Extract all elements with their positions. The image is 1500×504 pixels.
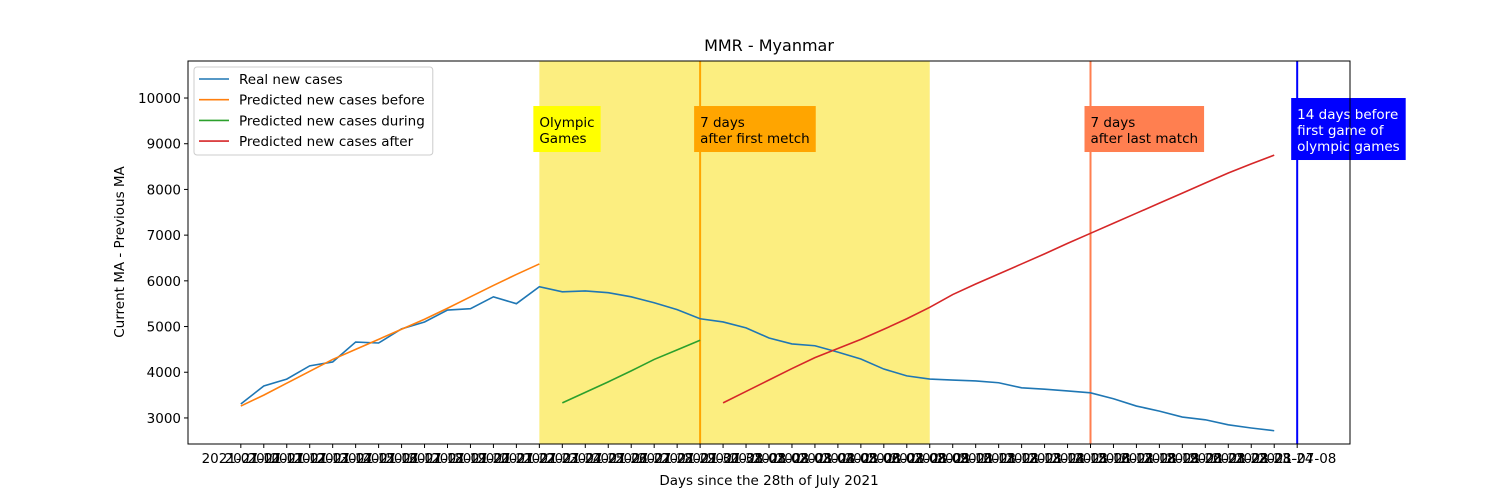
annotation-box [533, 106, 601, 153]
x-tick-label: 2021-07-08 [1258, 451, 1336, 467]
x-tick-label: 2021-08-14 [1005, 451, 1083, 467]
x-tick-label: 2021-07-29 [638, 451, 716, 467]
x-tick-label: 2021-08-07 [845, 451, 923, 467]
legend-label: Predicted new cases before [239, 93, 425, 109]
x-tick-label: 2021-07-11 [225, 451, 303, 467]
x-tick-label: 2021-07-26 [569, 451, 647, 467]
vline-annotation-text: 7 days [1091, 115, 1136, 131]
x-tick-label: 2021-07-31 [684, 451, 762, 467]
x-tick-label: 2021-07-30 [661, 451, 739, 467]
y-tick-label: 6000 [147, 274, 181, 290]
annotation-text: Games [539, 131, 586, 147]
series-line [722, 154, 1275, 404]
x-tick-label: 2021-08-23 [1212, 451, 1290, 467]
chart-title: MMR - Myanmar [704, 36, 834, 55]
x-tick-label: 2021-07-28 [615, 451, 693, 467]
x-tick-label: 2021-08-01 [707, 451, 785, 467]
legend-label: Real new cases [239, 72, 343, 88]
x-tick-label: 2021-07-16 [339, 451, 417, 467]
x-tick-label: 2021-08-20 [1143, 451, 1221, 467]
y-axis-label: Current MA - Previous MA [112, 165, 128, 337]
x-tick-label: 2021-08-05 [799, 451, 877, 467]
x-tick-label: 2021-07-14 [293, 451, 371, 467]
y-tick-label: 4000 [147, 365, 181, 381]
vline-annotation-box [694, 106, 816, 153]
x-tick-label: 2021-07-13 [270, 451, 348, 467]
x-tick-label: 2021-07-17 [362, 451, 440, 467]
x-tick-label: 2021-08-13 [982, 451, 1060, 467]
series-line [240, 263, 540, 407]
vline-annotation-text: 14 days before [1297, 107, 1398, 123]
x-tick-label: 2021-08-04 [776, 451, 854, 467]
x-tick-label: 2021-07-22 [477, 451, 555, 467]
y-tick-label: 9000 [147, 137, 181, 153]
x-tick-label: 2021-08-08 [868, 451, 946, 467]
x-tick-label: 2021-07-25 [546, 451, 624, 467]
x-tick-label: 2021-07-18 [385, 451, 463, 467]
x-tick-label: 2021-08-15 [1028, 451, 1106, 467]
x-tick-label: 2021-07-15 [316, 451, 394, 467]
y-tick-label: 5000 [147, 320, 181, 336]
y-tick-label: 3000 [147, 411, 181, 427]
x-tick-label: 2021-07-19 [408, 451, 486, 467]
vline-annotation-text: first game of [1297, 123, 1385, 139]
vline-annotation-text: after last match [1091, 131, 1199, 147]
x-tick-label: 2021-08-22 [1189, 451, 1267, 467]
y-tick-label: 10000 [138, 91, 181, 107]
x-tick-label: 2021-08-03 [753, 451, 831, 467]
x-tick-label: 2021-08-19 [1120, 451, 1198, 467]
plot-frame [187, 60, 1351, 445]
x-tick-label: 2021-08-02 [730, 451, 808, 467]
legend-label: Predicted new cases during [239, 113, 425, 129]
series-line [561, 339, 701, 404]
y-tick-label: 7000 [147, 228, 181, 244]
vline-annotation-text: olympic games [1297, 139, 1400, 155]
x-tick-label: 2021-08-06 [822, 451, 900, 467]
x-tick-label: 2021-08-11 [936, 451, 1014, 467]
vline-annotation-box [1291, 98, 1406, 161]
y-tick-label: 8000 [147, 182, 181, 198]
legend-box [193, 66, 434, 156]
x-tick-label: 2021-08-12 [959, 451, 1037, 467]
x-tick-label: 2021-08-17 [1074, 451, 1152, 467]
x-tick-label: 2021-08-21 [1166, 451, 1244, 467]
series-line [240, 285, 1275, 432]
x-tick-label: 2021-07-27 [592, 451, 670, 467]
vline-annotation-text: after first metch [700, 131, 810, 147]
x-axis-label: Days since the 28th of July 2021 [659, 473, 878, 489]
x-tick-label: 2021-08-10 [913, 451, 991, 467]
vline-annotation-text: 7 days [700, 115, 745, 131]
x-tick-label: 2021-08-18 [1097, 451, 1175, 467]
x-tick-label: 2021-07-23 [500, 451, 578, 467]
legend-label: Predicted new cases after [239, 134, 414, 150]
x-tick-label: 2021-07-21 [454, 451, 532, 467]
vline-annotation-box [1084, 106, 1205, 153]
annotation-text: Olympic [539, 115, 594, 131]
x-tick-label: 2021-07-10 [202, 451, 280, 467]
x-tick-label: 2021-08-16 [1051, 451, 1129, 467]
x-tick-label: 2021-08-24 [1235, 451, 1313, 467]
x-tick-label: 2021-07-24 [523, 451, 601, 467]
x-tick-label: 2021-07-20 [431, 451, 509, 467]
x-tick-label: 2021-07-12 [248, 451, 326, 467]
x-tick-label: 2021-08-09 [891, 451, 969, 467]
